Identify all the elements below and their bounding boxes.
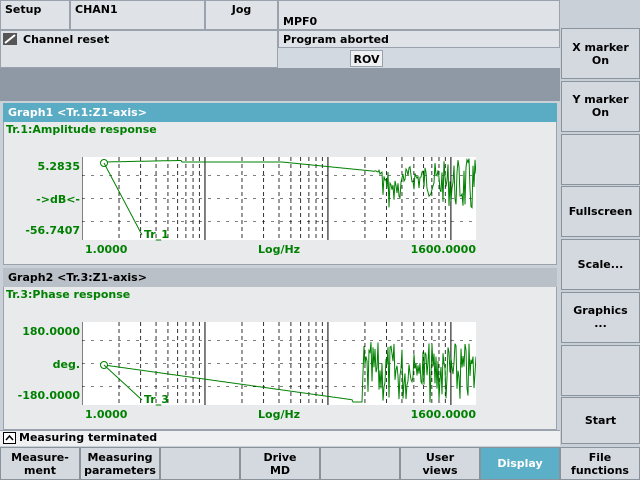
trace-label: Tr_3 — [144, 393, 169, 406]
softkey-label: Scale... — [577, 258, 624, 271]
x-label: Log/Hz — [258, 408, 301, 421]
vertical-softkey[interactable]: Graphics... — [561, 291, 640, 343]
softkey-label: views — [422, 463, 458, 477]
y-label: 180.0000 — [22, 325, 80, 338]
trace — [104, 157, 476, 209]
y-label: -180.0000 — [17, 389, 80, 402]
softkey-label: parameters — [84, 463, 156, 477]
softkey-label: File — [588, 450, 612, 464]
separator — [0, 68, 560, 101]
softkey-label: functions — [571, 463, 629, 477]
plot-area — [82, 322, 476, 405]
horizontal-softkey[interactable] — [160, 447, 240, 480]
softkey-label: ... — [594, 317, 607, 331]
graph-title: Graph1 <Tr.1:Z1-axis> — [3, 103, 557, 122]
channel-status: Channel reset — [0, 30, 278, 68]
y-label: -56.7407 — [25, 224, 80, 237]
softkey-label: MD — [269, 463, 291, 477]
y-label: 5.2835 — [37, 160, 80, 173]
mode: Setup — [0, 0, 70, 30]
vertical-softkey[interactable]: Y marker On — [561, 80, 640, 132]
trace — [103, 342, 476, 403]
softkey-label: X marker — [572, 40, 629, 54]
x-label: 1600.0000 — [410, 408, 476, 421]
softkey-label: Drive — [263, 450, 297, 464]
reset-icon — [3, 33, 17, 45]
x-label: 1.0000 — [85, 408, 128, 421]
softkey-label: Graphics — [573, 304, 628, 318]
vertical-softkey[interactable]: Scale... — [561, 239, 640, 290]
horizontal-softkey[interactable]: User views — [400, 447, 480, 480]
horizontal-softkey[interactable]: Measure-ment — [0, 447, 80, 480]
op-mode: Jog — [205, 0, 278, 30]
softkey-label: Display — [497, 457, 543, 470]
softkey-label: On — [591, 53, 610, 67]
trace-pointer — [103, 364, 143, 401]
softkey-top — [560, 0, 640, 28]
status: Measuring terminated — [0, 430, 560, 446]
softkey-label: Fullscreen — [568, 205, 633, 219]
graph-subtitle: Tr.3:Phase response — [6, 288, 131, 301]
program: MPF0 — [278, 0, 560, 30]
x-label: 1600.0000 — [410, 243, 476, 256]
program-status: Program aborted — [278, 30, 560, 48]
softkey-label: User — [425, 450, 455, 464]
vertical-softkey[interactable]: X marker On — [561, 28, 640, 79]
override: ROV — [350, 50, 383, 67]
y-label: ->dB<- — [36, 193, 80, 206]
horizontal-softkey[interactable]: Display — [480, 447, 560, 480]
graph-title: Graph2 <Tr.3:Z1-axis> — [3, 268, 557, 287]
trace-pointer — [103, 162, 143, 236]
softkey-label: Measuring — [87, 450, 153, 464]
vertical-softkey[interactable]: Start — [561, 397, 640, 445]
softkey-label: ment — [23, 463, 56, 477]
softkey-label: Y marker — [572, 93, 629, 107]
horizontal-softkey[interactable] — [320, 447, 400, 480]
horizontal-softkey[interactable]: Drive MD — [240, 447, 320, 480]
softkey-label: On — [591, 106, 610, 120]
x-label: 1.0000 — [85, 243, 128, 256]
graph-subtitle: Tr.1:Amplitude response — [6, 123, 157, 136]
softkey-label: Start — [584, 414, 617, 428]
x-label: Log/Hz — [258, 243, 301, 256]
trace-label: Tr_1 — [144, 228, 169, 241]
vertical-softkey[interactable] — [561, 344, 640, 396]
horizontal-softkey[interactable]: Measuring parameters — [80, 447, 160, 480]
vertical-softkey[interactable]: Fullscreen — [561, 186, 640, 238]
channel: CHAN1 — [70, 0, 205, 30]
horizontal-softkey[interactable]: File functions — [560, 447, 640, 480]
y-label: deg. — [52, 358, 80, 371]
status-icon — [3, 432, 16, 444]
softkey-label: Measure- — [11, 450, 69, 464]
vertical-softkey[interactable] — [561, 133, 640, 185]
plot-area — [82, 157, 476, 240]
